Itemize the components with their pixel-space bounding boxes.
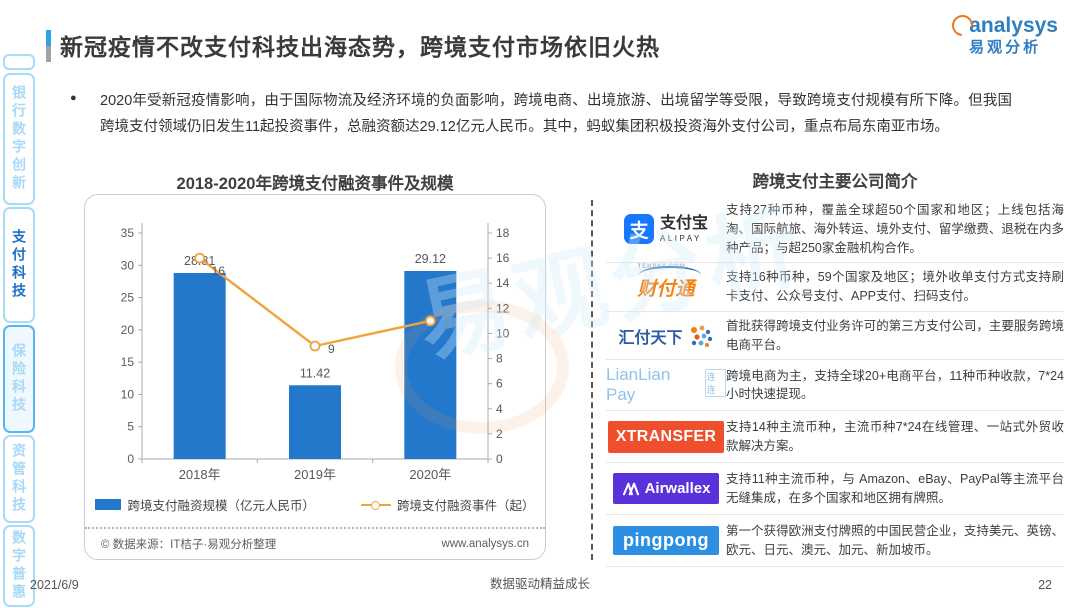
svg-text:5: 5 bbox=[127, 420, 134, 434]
svg-text:10: 10 bbox=[121, 387, 135, 401]
companies-list: 支 支付宝 ALIPAY 支持27种币种，覆盖全球超50个国家和地区；上线包括海… bbox=[606, 196, 1064, 568]
company-row-alipay: 支 支付宝 ALIPAY 支持27种币种，覆盖全球超50个国家和地区；上线包括海… bbox=[606, 196, 1064, 264]
sidebar-item-label: 保险科技 bbox=[11, 343, 27, 415]
pingpong-logo: pingpong bbox=[606, 526, 726, 556]
legend-bar-series: 跨境支付融资规模（亿元人民币） bbox=[95, 495, 315, 514]
chart-title: 2018-2020年跨境支付融资事件及规模 bbox=[176, 175, 454, 193]
svg-text:16: 16 bbox=[212, 264, 226, 278]
sidebar-item-bank-digital[interactable]: 银行数字创新 bbox=[3, 73, 35, 205]
company-row-lianlian: LianLian Pay 连连 跨境电商为主，支持全球20+电商平台，11种币种… bbox=[606, 360, 1064, 412]
svg-text:9: 9 bbox=[328, 342, 335, 356]
alipay-logo-icon: 支 bbox=[623, 214, 654, 245]
svg-text:10: 10 bbox=[496, 326, 510, 340]
sidebar-item-label: 资管科技 bbox=[11, 443, 27, 515]
svg-text:30: 30 bbox=[121, 258, 135, 272]
svg-text:8: 8 bbox=[496, 352, 503, 366]
svg-text:12: 12 bbox=[496, 301, 510, 315]
airwallex-logo: Airwallex bbox=[606, 473, 726, 505]
svg-text:14: 14 bbox=[496, 276, 510, 290]
sidebar-item-payment-tech[interactable]: 支付科技 bbox=[3, 207, 35, 323]
lianlian-name-cn: 连连 bbox=[704, 369, 726, 398]
alipay-name-cn: 支付宝 bbox=[659, 214, 708, 232]
bar-legend-label: 跨境支付融资规模（亿元人民币） bbox=[127, 499, 315, 513]
funding-chart: 0510152025303502468101214161828.8111.422… bbox=[121, 223, 510, 482]
vertical-dashed-divider bbox=[591, 200, 593, 560]
company-row-pingpong: pingpong 第一个获得欧洲支付牌照的中国民营企业，支持美元、英镑、欧元、日… bbox=[606, 515, 1064, 568]
company-description: 支持14种主流币种，主流币种7*24在线管理、一站式外贸收款解决方案。 bbox=[726, 420, 1064, 453]
sidebar-item-label: 支付科技 bbox=[11, 229, 27, 301]
svg-text:15: 15 bbox=[121, 355, 135, 369]
sidebar-item-insurance-tech[interactable]: 保险科技 bbox=[3, 325, 35, 433]
footer-date: 2021/6/9 bbox=[30, 578, 79, 592]
alipay-name-en: ALIPAY bbox=[659, 233, 702, 243]
brand-name-cn: 易观分析 bbox=[969, 39, 1042, 57]
line-legend-marker-icon bbox=[361, 500, 391, 510]
page-title: 新冠疫情不改支付科技出海态势，跨境支付市场依旧火热 bbox=[60, 34, 660, 60]
company-description: 跨境电商为主，支持全球20+电商平台，11种币种收款，7*24 小时快速提现。 bbox=[726, 368, 1064, 402]
chart-panel: 0510152025303502468101214161828.8111.422… bbox=[84, 194, 546, 560]
lianlian-name: LianLian Pay bbox=[606, 365, 671, 405]
sidebar-item-asset-mgmt-tech[interactable]: 资管科技 bbox=[3, 435, 35, 523]
svg-text:2: 2 bbox=[496, 427, 503, 441]
company-description: 支持16种币种，59个国家及地区；境外收单支付方式支持刷卡支付、公众号支付、AP… bbox=[726, 270, 1064, 303]
chart-legend: 跨境支付融资规模（亿元人民币） 跨境支付融资事件（起） bbox=[85, 495, 545, 514]
svg-text:4: 4 bbox=[496, 402, 503, 416]
sidebar-item-digital-inclusion[interactable]: 数字普惠 bbox=[3, 525, 35, 607]
intro-paragraph: 2020年受新冠疫情影响，由于国际物流及经济环境的负面影响，跨境电商、出境旅游、… bbox=[100, 93, 1012, 135]
xtransfer-logo: XTRANSFER bbox=[606, 420, 726, 453]
lianlian-logo: LianLian Pay 连连 bbox=[606, 365, 726, 405]
bullet-icon: ● bbox=[70, 92, 77, 104]
svg-text:2019年: 2019年 bbox=[294, 467, 336, 482]
company-row-airwallex: Airwallex 支持11种主流币种，与 Amazon、eBay、PayPal… bbox=[606, 463, 1064, 516]
huifu-dots-icon bbox=[690, 325, 712, 347]
huifu-logo: 汇付天下 bbox=[606, 324, 726, 348]
svg-text:2018年: 2018年 bbox=[179, 467, 221, 482]
tenpay-name: 财付通 bbox=[637, 278, 695, 300]
svg-text:25: 25 bbox=[121, 291, 135, 305]
alipay-logo: 支 支付宝 ALIPAY bbox=[606, 214, 726, 245]
analysys-logo: analysys 易观分析 bbox=[947, 10, 1058, 57]
xtransfer-name: XTRANSFER bbox=[607, 420, 725, 453]
svg-text:29.12: 29.12 bbox=[415, 252, 446, 266]
company-description: 首批获得跨境支付业务许可的第三方支付公司，主要服务跨境电商平台。 bbox=[726, 318, 1064, 352]
chart-source-row: © 数据来源：IT桔子·易观分析整理 www.analysys.cn bbox=[85, 527, 545, 559]
footer-slogan: 数据驱动精益成长 bbox=[489, 577, 590, 591]
company-row-tenpay: TENPAY.COM 财付通 支持16种币种，59个国家及地区；境外收单支付方式… bbox=[606, 263, 1064, 312]
svg-text:16: 16 bbox=[496, 251, 510, 265]
company-description: 支持27种币种，覆盖全球超50个国家和地区；上线包括海淘、国际航旅、海外转运、境… bbox=[726, 203, 1064, 255]
analysys-url: www.analysys.cn bbox=[441, 538, 529, 550]
legend-line-series: 跨境支付融资事件（起） bbox=[361, 495, 535, 514]
svg-text:0: 0 bbox=[496, 452, 503, 466]
bar-legend-swatch-icon bbox=[95, 499, 122, 510]
airwallex-mark-icon bbox=[622, 482, 639, 496]
sidebar-item-label: 银行数字创新 bbox=[11, 85, 27, 193]
tenpay-swoosh-icon bbox=[639, 265, 702, 284]
huifu-name: 汇付天下 bbox=[618, 329, 683, 347]
companies-panel-title: 跨境支付主要公司简介 bbox=[752, 173, 918, 191]
tenpay-logo: TENPAY.COM 财付通 bbox=[606, 264, 726, 301]
sidebar-partial-tab bbox=[3, 54, 35, 70]
sidebar-item-label: 数字普惠 bbox=[11, 530, 27, 602]
page-number: 22 bbox=[1038, 578, 1052, 592]
svg-text:11: 11 bbox=[443, 316, 456, 330]
title-accent-bar bbox=[46, 30, 51, 62]
company-row-huifu: 汇付天下 首批获得跨境支付业务许可的第三方支付公司，主要服务跨境电商平台。 bbox=[606, 312, 1064, 361]
svg-text:18: 18 bbox=[496, 226, 510, 240]
svg-text:6: 6 bbox=[496, 377, 503, 391]
svg-text:20: 20 bbox=[121, 323, 135, 337]
svg-text:2020年: 2020年 bbox=[409, 467, 451, 482]
company-description: 支持11种主流币种，与 Amazon、eBay、PayPal等主流平台无缝集成，… bbox=[726, 472, 1064, 505]
svg-text:35: 35 bbox=[121, 226, 135, 240]
company-row-xtransfer: XTRANSFER 支持14种主流币种，主流币种7*24在线管理、一站式外贸收款… bbox=[606, 411, 1064, 464]
brand-name: analysys bbox=[969, 14, 1058, 37]
svg-text:11.42: 11.42 bbox=[300, 366, 330, 380]
line-legend-label: 跨境支付融资事件（起） bbox=[397, 499, 535, 513]
airwallex-name: Airwallex bbox=[644, 480, 711, 498]
company-description: 第一个获得欧洲支付牌照的中国民营企业，支持美元、英镑、欧元、日元、澳元、加元、新… bbox=[726, 524, 1064, 557]
data-source-text: © 数据来源：IT桔子·易观分析整理 bbox=[101, 539, 277, 551]
pingpong-name: pingpong bbox=[613, 526, 719, 556]
svg-text:0: 0 bbox=[127, 452, 134, 466]
